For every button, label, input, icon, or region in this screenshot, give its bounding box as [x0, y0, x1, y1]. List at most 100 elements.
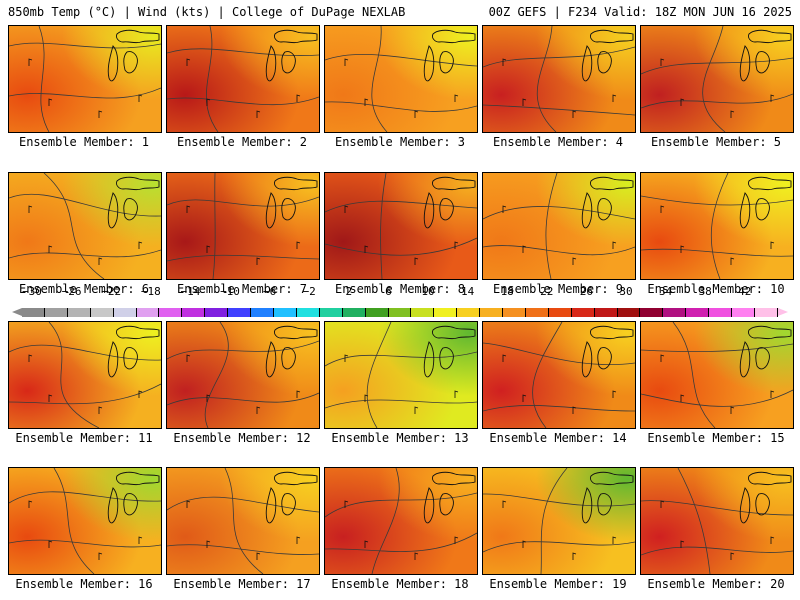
height-contour: [672, 322, 716, 428]
cool-anomaly: [325, 173, 477, 279]
colorbar-swatch: [182, 308, 206, 317]
height-contour: [212, 173, 216, 279]
ensemble-panel: [166, 172, 320, 280]
ensemble-panel: [166, 321, 320, 429]
ensemble-member-label: Ensemble Member: 12: [173, 431, 311, 445]
ensemble-panel: [640, 25, 794, 133]
colorbar-tick-label: 30: [619, 285, 633, 298]
wind-barb-icon: [454, 94, 459, 102]
wind-barb-icon: [730, 110, 735, 118]
ensemble-panel: [640, 321, 794, 429]
ensemble-member-label: Ensemble Member: 16: [15, 577, 153, 591]
height-contour: [641, 248, 793, 257]
colorbar-swatch: [663, 308, 687, 317]
colorbar-tick-label: 10: [421, 285, 435, 298]
ensemble-member-label: Ensemble Member: 14: [489, 431, 627, 445]
wind-barb-icon: [612, 94, 617, 102]
colorbar-swatch: [525, 308, 549, 317]
ensemble-panel: [8, 25, 162, 133]
great-lakes-outline: [739, 29, 792, 82]
temperature-map: [483, 322, 635, 428]
height-contour: [167, 96, 319, 106]
cool-anomaly: [167, 26, 319, 132]
wind-barb-icon: [730, 406, 735, 414]
wind-barb-icon: [502, 205, 507, 213]
temperature-map: [325, 322, 477, 428]
valid-time: 00Z GEFS | F234 Valid: 18Z MON JUN 16 20…: [488, 5, 792, 19]
temperature-map: [167, 468, 319, 574]
height-contour: [710, 173, 729, 279]
wind-barb-icon: [206, 394, 211, 402]
height-contour: [483, 342, 635, 366]
wind-barb-icon: [572, 552, 577, 560]
cool-anomaly: [167, 322, 319, 428]
wind-barb-icon: [730, 552, 735, 560]
height-contour: [167, 496, 319, 513]
height-contour: [9, 193, 161, 217]
ensemble-member-label: Ensemble Member: 4: [492, 135, 624, 149]
great-lakes-outline: [423, 29, 476, 82]
great-lakes-outline: [739, 176, 792, 229]
wind-barb-icon: [28, 354, 33, 362]
ensemble-panel: [640, 467, 794, 575]
height-contour: [325, 351, 477, 367]
colorbar-swatch: [67, 308, 91, 317]
wind-barb-icon: [138, 536, 143, 544]
height-contour: [43, 173, 105, 279]
height-contour: [545, 173, 558, 279]
colorbar-swatch: [434, 308, 458, 317]
wind-barb-icon: [138, 94, 143, 102]
ensemble-member-label: Ensemble Member: 3: [334, 135, 466, 149]
wind-barb-icon: [454, 390, 459, 398]
colorbar-tick-label: 34: [658, 285, 673, 298]
height-contour: [483, 405, 635, 412]
wind-barb-icon: [680, 540, 685, 548]
cool-anomaly: [9, 322, 161, 428]
wind-barb-icon: [256, 257, 261, 265]
height-contour: [167, 254, 319, 262]
temperature-map: [325, 26, 477, 132]
wind-barb-icon: [186, 58, 191, 66]
height-contour: [702, 26, 726, 132]
height-contour: [53, 468, 95, 574]
colorbar-tick-label: −10: [220, 285, 240, 298]
wind-barb-icon: [256, 110, 261, 118]
colorbar-swatch: [594, 308, 618, 317]
ensemble-panel: [482, 172, 636, 280]
wind-barb-icon: [98, 110, 103, 118]
colorbar-swatch: [319, 308, 343, 317]
colorbar-swatch: [365, 308, 389, 317]
great-lakes-outline: [107, 325, 160, 378]
cool-anomaly: [9, 26, 161, 132]
height-contour: [641, 195, 793, 206]
height-contour: [167, 392, 319, 406]
temperature-map: [167, 173, 319, 279]
height-contour: [9, 383, 161, 405]
height-contour: [483, 541, 635, 553]
colorbar-swatch: [205, 308, 229, 317]
temperature-map: [325, 173, 477, 279]
ensemble-member-label: Ensemble Member: 1: [18, 135, 150, 149]
colorbar-swatch: [457, 308, 481, 317]
cool-anomaly: [325, 468, 477, 574]
ensemble-panel: [324, 172, 478, 280]
height-contour: [325, 53, 477, 67]
ensemble-panel: [482, 467, 636, 575]
ensemble-panel: [324, 321, 478, 429]
cool-anomaly: [641, 173, 793, 279]
wind-barb-icon: [364, 245, 369, 253]
colorbar-swatch: [686, 308, 710, 317]
temperature-map: [167, 322, 319, 428]
colorbar-tick-label: 22: [540, 285, 554, 298]
colorbar-tick-label: −2: [302, 285, 316, 298]
wind-barb-icon: [364, 394, 369, 402]
colorbar-swatch: [251, 308, 274, 317]
temperature-map: [9, 173, 161, 279]
temperature-map: [641, 468, 793, 574]
ensemble-member-label: Ensemble Member: 20: [647, 577, 785, 591]
colorbar-tick-label: 2: [345, 285, 353, 298]
great-lakes-outline: [581, 325, 634, 378]
colorbar-tick-label: −18: [140, 285, 161, 298]
wind-barb-icon: [344, 500, 349, 508]
wind-barb-icon: [48, 540, 53, 548]
